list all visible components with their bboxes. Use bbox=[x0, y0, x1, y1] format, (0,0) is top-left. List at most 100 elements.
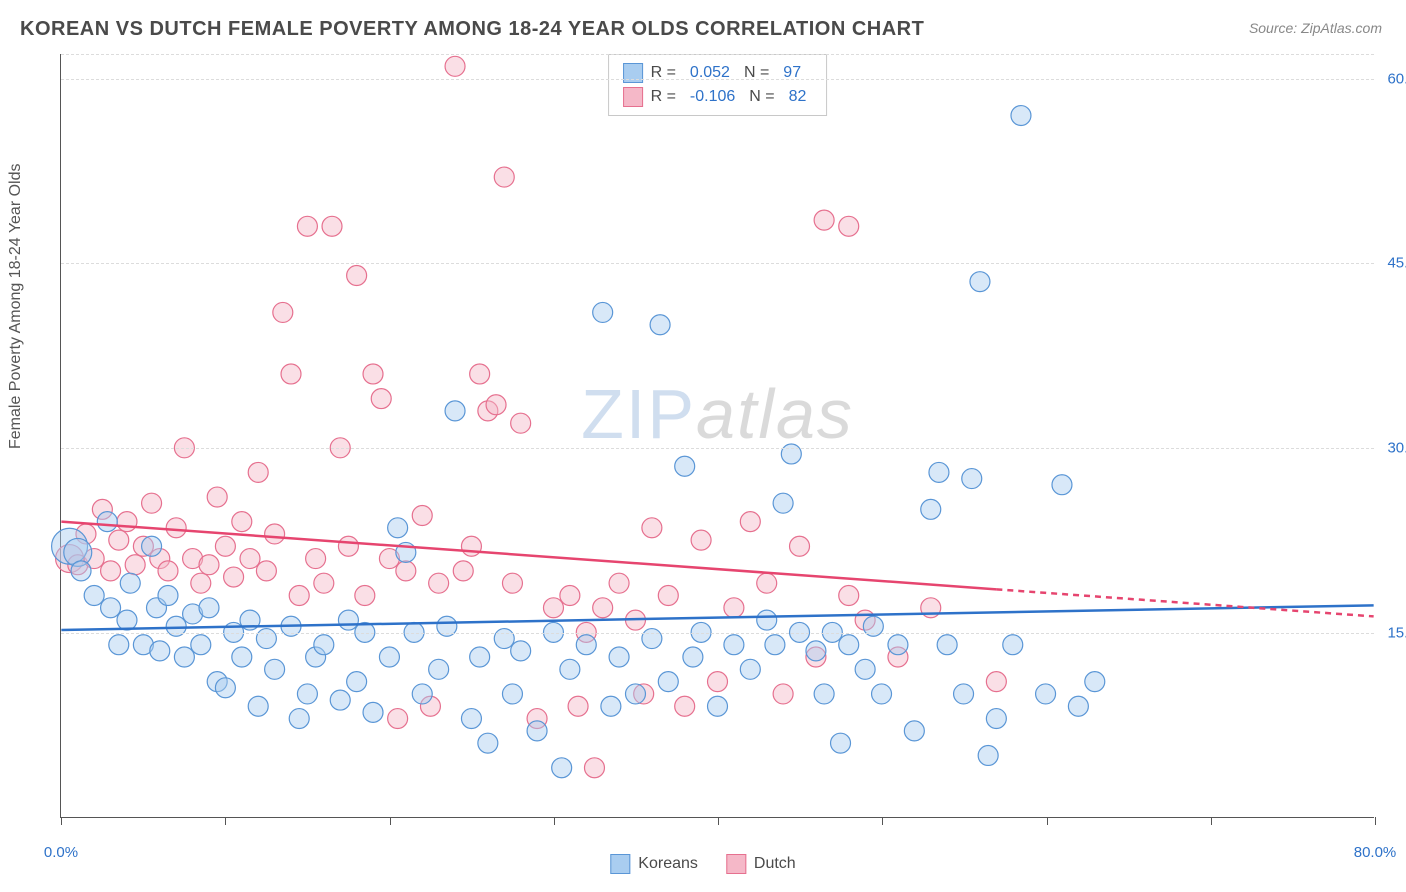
data-point bbox=[494, 629, 514, 649]
data-point bbox=[593, 598, 613, 618]
data-point bbox=[954, 684, 974, 704]
data-point bbox=[1003, 635, 1023, 655]
x-tick bbox=[718, 817, 719, 825]
x-tick-label: 0.0% bbox=[44, 844, 78, 861]
data-point bbox=[191, 573, 211, 593]
data-point bbox=[560, 585, 580, 605]
data-point bbox=[215, 536, 235, 556]
data-point bbox=[281, 364, 301, 384]
legend-r-label-2: R = bbox=[651, 85, 676, 109]
data-point bbox=[388, 518, 408, 538]
data-point bbox=[388, 709, 408, 729]
data-point bbox=[265, 524, 285, 544]
grid-line bbox=[61, 448, 1374, 449]
data-point bbox=[166, 518, 186, 538]
data-point bbox=[314, 573, 334, 593]
data-point bbox=[527, 721, 547, 741]
data-point bbox=[625, 684, 645, 704]
data-point bbox=[256, 561, 276, 581]
x-tick bbox=[1047, 817, 1048, 825]
data-point bbox=[289, 585, 309, 605]
data-point bbox=[478, 733, 498, 753]
data-point bbox=[1011, 106, 1031, 126]
data-point bbox=[297, 216, 317, 236]
legend-n-label-2: N = bbox=[749, 85, 774, 109]
y-tick-label: 15.0% bbox=[1387, 625, 1406, 642]
data-point bbox=[708, 672, 728, 692]
legend-r-label: R = bbox=[651, 61, 676, 85]
data-point bbox=[232, 647, 252, 667]
data-point bbox=[412, 684, 432, 704]
grid-line bbox=[61, 54, 1374, 55]
data-point bbox=[363, 364, 383, 384]
y-tick-label: 30.0% bbox=[1387, 440, 1406, 457]
legend-label-koreans: Koreans bbox=[638, 855, 698, 873]
legend-n-label: N = bbox=[744, 61, 769, 85]
x-tick bbox=[390, 817, 391, 825]
data-point bbox=[232, 512, 252, 532]
data-point bbox=[502, 684, 522, 704]
data-point bbox=[584, 758, 604, 778]
data-point bbox=[314, 635, 334, 655]
x-tick-label: 80.0% bbox=[1354, 844, 1397, 861]
data-point bbox=[502, 573, 522, 593]
data-point bbox=[724, 635, 744, 655]
data-point bbox=[470, 364, 490, 384]
data-point bbox=[240, 549, 260, 569]
data-point bbox=[158, 561, 178, 581]
data-point bbox=[117, 610, 137, 630]
data-point bbox=[929, 462, 949, 482]
data-point bbox=[338, 610, 358, 630]
data-point bbox=[511, 641, 531, 661]
data-point bbox=[642, 629, 662, 649]
data-point bbox=[765, 635, 785, 655]
data-point bbox=[831, 733, 851, 753]
legend-dutch-r: -0.106 bbox=[690, 85, 735, 109]
data-point bbox=[207, 487, 227, 507]
data-point bbox=[371, 389, 391, 409]
legend-item-dutch: Dutch bbox=[726, 854, 796, 874]
x-tick bbox=[882, 817, 883, 825]
swatch-dutch bbox=[623, 87, 643, 107]
data-point bbox=[814, 210, 834, 230]
data-point bbox=[150, 641, 170, 661]
data-point bbox=[724, 598, 744, 618]
data-point bbox=[101, 561, 121, 581]
data-point bbox=[921, 499, 941, 519]
data-point bbox=[429, 659, 449, 679]
data-point bbox=[215, 678, 235, 698]
data-point bbox=[1036, 684, 1056, 704]
data-point bbox=[650, 315, 670, 335]
data-point bbox=[101, 598, 121, 618]
data-point bbox=[675, 696, 695, 716]
data-point bbox=[297, 684, 317, 704]
chart-title: KOREAN VS DUTCH FEMALE POVERTY AMONG 18-… bbox=[20, 18, 924, 41]
data-point bbox=[379, 647, 399, 667]
data-point bbox=[265, 659, 285, 679]
data-point bbox=[781, 444, 801, 464]
data-point bbox=[199, 598, 219, 618]
swatch-dutch-2 bbox=[726, 854, 746, 874]
x-tick bbox=[1211, 817, 1212, 825]
data-point bbox=[937, 635, 957, 655]
data-point bbox=[1068, 696, 1088, 716]
data-point bbox=[814, 684, 834, 704]
data-point bbox=[839, 635, 859, 655]
data-point bbox=[71, 561, 91, 581]
data-point bbox=[658, 672, 678, 692]
data-point bbox=[256, 629, 276, 649]
series-legend: Koreans Dutch bbox=[610, 854, 795, 874]
data-point bbox=[453, 561, 473, 581]
data-point bbox=[609, 647, 629, 667]
data-point bbox=[174, 647, 194, 667]
data-point bbox=[839, 216, 859, 236]
data-point bbox=[84, 585, 104, 605]
data-point bbox=[158, 585, 178, 605]
data-point bbox=[888, 635, 908, 655]
data-point bbox=[658, 585, 678, 605]
legend-koreans-n: 97 bbox=[783, 61, 801, 85]
data-point bbox=[773, 684, 793, 704]
data-point bbox=[970, 272, 990, 292]
data-point bbox=[691, 530, 711, 550]
data-point bbox=[322, 216, 342, 236]
